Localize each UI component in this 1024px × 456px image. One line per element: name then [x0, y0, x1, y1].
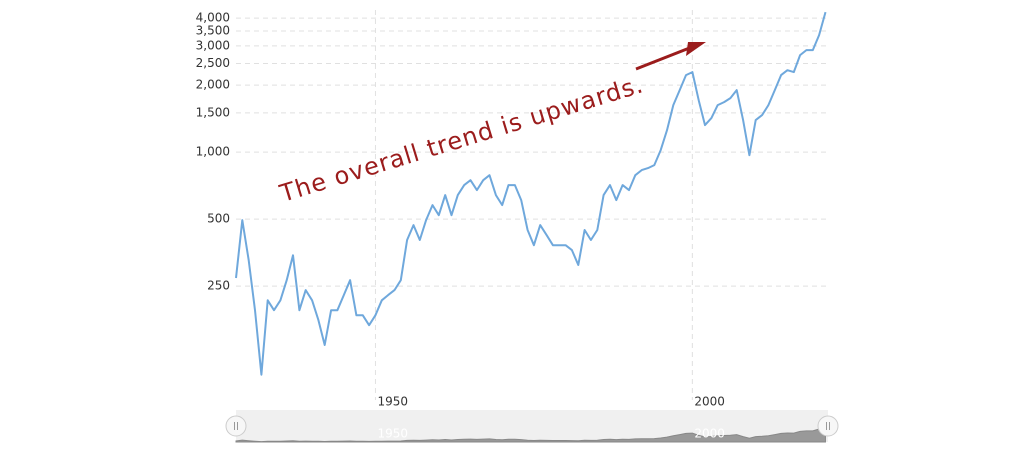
annotation: The overall trend is upwards. [276, 70, 647, 208]
navigator-handle[interactable] [817, 415, 839, 437]
y-tick-label: 1,500 [196, 105, 230, 119]
data-line [235, 11, 827, 376]
navigator-tick-label: 2000 [694, 427, 725, 441]
annotation-arrowhead [686, 42, 706, 56]
y-tick-label: 500 [207, 212, 230, 226]
navigator-area [235, 424, 827, 443]
x-tick-label: 1950 [377, 395, 408, 409]
y-tick-label: 2,500 [196, 56, 230, 70]
y-tick-label: 4,000 [196, 11, 230, 25]
navigator-handle[interactable] [225, 415, 247, 437]
annotation-arrow [635, 45, 693, 71]
y-tick-label: 1,000 [196, 145, 230, 159]
y-tick-label: 250 [207, 279, 230, 293]
y-tick-label: 2,000 [196, 78, 230, 92]
y-tick-label: 3,500 [196, 24, 230, 38]
x-tick-label: 2000 [694, 395, 725, 409]
y-tick-label: 3,000 [196, 38, 230, 52]
navigator-tick-label: 1950 [377, 427, 408, 441]
annotation-group: The overall trend is upwards. [276, 70, 647, 208]
